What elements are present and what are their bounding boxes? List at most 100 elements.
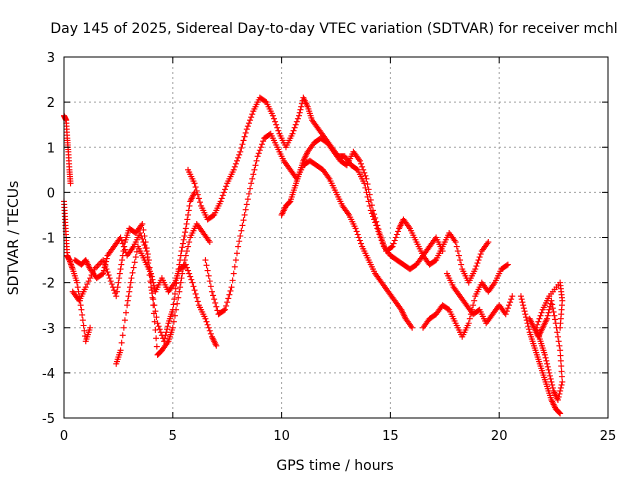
data-point bbox=[127, 284, 134, 291]
data-point bbox=[549, 305, 556, 312]
data-point bbox=[225, 295, 232, 302]
data-point bbox=[546, 372, 553, 379]
data-point bbox=[103, 255, 110, 262]
data-point bbox=[125, 293, 132, 300]
data-point bbox=[250, 171, 257, 178]
data-point bbox=[81, 327, 88, 334]
series-trace-g bbox=[202, 130, 416, 331]
data-point bbox=[519, 299, 526, 306]
data-point bbox=[177, 279, 184, 286]
data-point bbox=[369, 207, 376, 214]
data-point bbox=[393, 231, 400, 238]
data-point bbox=[293, 118, 300, 125]
data-point bbox=[182, 252, 189, 259]
data-point bbox=[547, 375, 554, 382]
data-point bbox=[374, 222, 381, 229]
data-point bbox=[163, 329, 170, 336]
data-point bbox=[236, 238, 243, 245]
data-point bbox=[247, 185, 254, 192]
data-point bbox=[118, 237, 125, 244]
data-point bbox=[78, 306, 85, 313]
data-point bbox=[150, 302, 157, 309]
data-point bbox=[148, 273, 155, 280]
data-point bbox=[297, 106, 304, 113]
data-point bbox=[363, 189, 370, 196]
data-point bbox=[103, 266, 110, 273]
data-point bbox=[139, 220, 146, 227]
data-point bbox=[245, 190, 252, 197]
data-point bbox=[226, 291, 233, 298]
data-point bbox=[239, 222, 246, 229]
data-point bbox=[87, 324, 94, 331]
y-tick-label: -1 bbox=[42, 232, 55, 247]
data-point bbox=[131, 259, 138, 266]
data-point bbox=[153, 314, 160, 321]
y-tick-label: 2 bbox=[47, 96, 55, 111]
data-point bbox=[185, 243, 192, 250]
data-point bbox=[207, 330, 214, 337]
data-point bbox=[237, 232, 244, 239]
data-point bbox=[142, 239, 149, 246]
data-point bbox=[193, 294, 200, 301]
data-point bbox=[206, 239, 213, 246]
data-point bbox=[545, 366, 552, 373]
data-point bbox=[177, 284, 184, 291]
data-point bbox=[230, 166, 237, 173]
data-point bbox=[298, 103, 305, 110]
data-point bbox=[179, 244, 186, 251]
data-point bbox=[272, 118, 279, 125]
data-point bbox=[543, 357, 550, 364]
data-point bbox=[153, 335, 160, 342]
data-point bbox=[121, 246, 128, 253]
data-point bbox=[217, 198, 224, 205]
data-point bbox=[291, 124, 298, 131]
data-point bbox=[121, 317, 128, 324]
data-point bbox=[117, 234, 124, 241]
data-point bbox=[554, 333, 561, 340]
data-point bbox=[376, 229, 383, 236]
data-point bbox=[205, 272, 212, 279]
data-point bbox=[452, 239, 459, 246]
data-point bbox=[169, 324, 176, 331]
data-point bbox=[237, 148, 244, 155]
data-point bbox=[184, 216, 191, 223]
data-point bbox=[210, 292, 217, 299]
data-point bbox=[111, 287, 118, 294]
data-point bbox=[204, 267, 211, 274]
data-point bbox=[94, 263, 101, 270]
x-axis-label: GPS time / hours bbox=[276, 458, 393, 474]
series-trace-e bbox=[113, 243, 220, 367]
data-point bbox=[231, 163, 238, 170]
data-point bbox=[171, 296, 178, 303]
data-point bbox=[504, 305, 511, 312]
series-trace-a bbox=[61, 112, 74, 187]
data-point bbox=[108, 281, 115, 288]
data-point bbox=[148, 270, 155, 277]
data-point bbox=[106, 275, 113, 282]
data-point bbox=[191, 287, 198, 294]
data-point bbox=[104, 269, 111, 276]
data-point bbox=[508, 296, 515, 303]
y-tick-label: 0 bbox=[47, 186, 55, 201]
data-point bbox=[129, 269, 136, 276]
data-point bbox=[252, 162, 259, 169]
data-point bbox=[260, 138, 267, 145]
data-point bbox=[178, 248, 185, 255]
data-point bbox=[84, 281, 91, 288]
data-point bbox=[249, 175, 256, 182]
data-point bbox=[149, 276, 156, 283]
series-trace-l bbox=[526, 279, 566, 403]
grid-lines bbox=[64, 57, 608, 418]
data-point bbox=[232, 257, 239, 264]
data-point bbox=[353, 228, 360, 235]
data-point bbox=[88, 272, 95, 279]
data-point bbox=[107, 278, 114, 285]
data-point bbox=[141, 242, 148, 249]
data-point bbox=[177, 252, 184, 259]
data-point bbox=[183, 248, 190, 255]
data-point bbox=[140, 226, 147, 233]
data-point bbox=[236, 151, 243, 158]
data-point bbox=[457, 257, 464, 264]
data-point bbox=[155, 323, 162, 330]
data-point bbox=[233, 250, 240, 257]
